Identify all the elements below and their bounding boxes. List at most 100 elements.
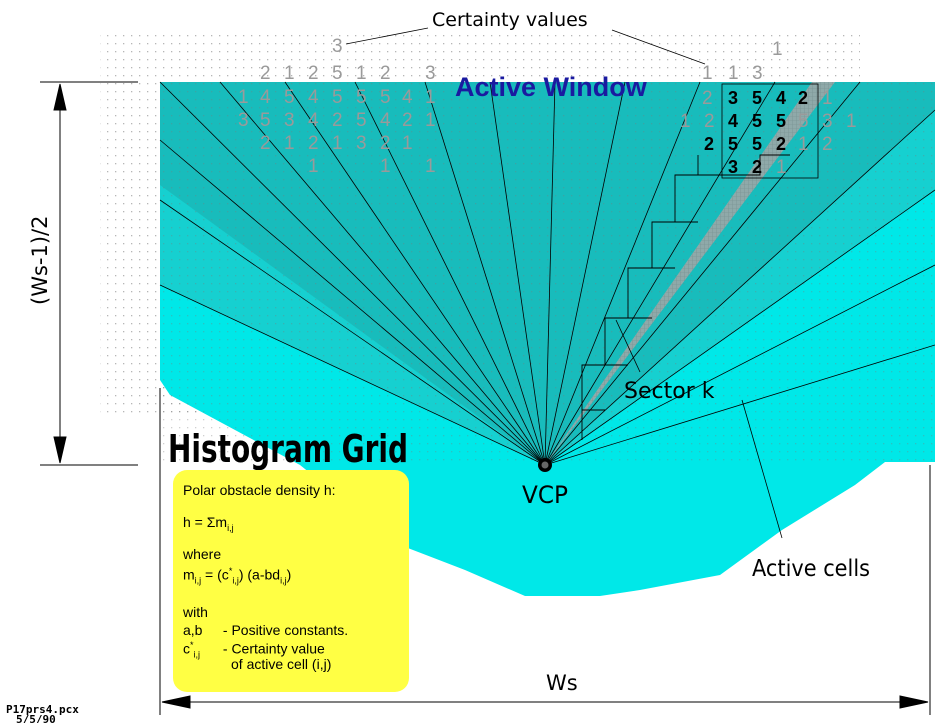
- sector-lines: [159, 81, 935, 466]
- grid-num: 5: [332, 87, 343, 108]
- grid-num-hot: 4: [728, 111, 738, 131]
- grid-num: 2: [308, 63, 319, 84]
- formula-h: h = Σmi,j: [183, 514, 234, 534]
- grid-num: 1: [380, 156, 391, 177]
- grid-num: 1: [776, 157, 787, 178]
- grid-num: 5: [332, 63, 343, 84]
- grid-num: 2: [332, 110, 343, 131]
- grid-num: 5: [356, 87, 367, 108]
- grid-num: 2: [380, 133, 391, 154]
- grid-num: 5: [356, 110, 367, 131]
- formula-c-symbol: c*i,j: [183, 640, 219, 661]
- formula-ab-sub: i,j: [280, 575, 287, 586]
- formula-sum-sub: i,j: [227, 522, 234, 533]
- grid-num-hot: 2: [752, 157, 762, 177]
- formula-where: where: [183, 546, 222, 562]
- width-dimension: [159, 388, 931, 715]
- file-date: 5/5/90: [16, 713, 56, 723]
- grid-num: 1: [680, 111, 691, 132]
- certainty-leader-left: [345, 27, 429, 45]
- grid-num-hot: 5: [752, 111, 762, 131]
- formula-c-name-sup: *: [190, 640, 194, 650]
- formula-ab-desc: - Positive constants.: [222, 622, 349, 638]
- grid-num: 4: [380, 110, 391, 131]
- certainty-grid-right: 2 3 5 4 2 1 1 2 4 5 5 5 3 1 2 5 5 2 1 2 …: [680, 83, 857, 179]
- formula-m-eq: =: [201, 566, 218, 583]
- formula-ab-name: a,b: [183, 622, 203, 638]
- grid-num-hot: 3: [728, 88, 738, 108]
- grid-num-hot: 2: [798, 88, 808, 108]
- formula-m-sub: i,j: [194, 575, 202, 586]
- formula-title: Polar obstacle density h:: [183, 482, 336, 498]
- formula-h-lhs: h =: [183, 514, 207, 530]
- grid-num: 2: [702, 88, 713, 109]
- grid-num: 5: [260, 110, 271, 131]
- grid-num: 5: [798, 111, 809, 132]
- formula-box: Polar obstacle density h: h = Σmi,j wher…: [173, 470, 409, 692]
- grid-num: 4: [402, 87, 413, 108]
- grid-num: 3: [284, 110, 295, 131]
- grid-num: 2: [402, 110, 413, 131]
- active-window-dots: [160, 82, 935, 462]
- grid-num-hot: 2: [704, 134, 714, 154]
- grid-num-hot: 5: [752, 88, 762, 108]
- formula-c-name-sub: i,j: [193, 649, 201, 660]
- width-label: Ws: [546, 671, 578, 695]
- grid-num: 1: [772, 39, 783, 60]
- grid-num: 5: [284, 87, 295, 108]
- active-window-label: Active Window: [455, 72, 648, 102]
- formula-c-close: ): [238, 566, 244, 583]
- grid-num: 3: [752, 63, 763, 84]
- active-cells-leader: [741, 399, 783, 539]
- sector-leader: [615, 319, 641, 373]
- grid-num: 1: [238, 87, 249, 108]
- formula-with: with: [183, 604, 208, 620]
- formula-c-open: (c: [217, 566, 229, 583]
- formula-c-sup: *: [228, 566, 233, 576]
- grid-num: 1: [702, 63, 713, 84]
- grid-num: 2: [260, 63, 271, 84]
- sector-cell-outlines: [581, 154, 790, 440]
- grid-num: 1: [425, 87, 436, 108]
- grid-num: 1: [425, 156, 436, 177]
- grid-num: 4: [260, 87, 271, 108]
- grid-num: 1: [822, 88, 833, 109]
- formula-c-name: c: [183, 640, 190, 657]
- vcp-label: VCP: [522, 481, 568, 509]
- grid-num-hot: 5: [776, 111, 786, 131]
- grid-num: 2: [704, 111, 715, 132]
- grid-num-hot: 5: [728, 134, 738, 154]
- formula-ab-def: a,b - Positive constants.: [183, 622, 403, 640]
- sector-k-label: Sector k: [624, 379, 715, 404]
- formula-ab-close: ): [286, 566, 292, 583]
- grid-num: 2: [260, 133, 271, 154]
- certainty-leader-right: [611, 29, 706, 65]
- height-dimension: [40, 81, 138, 466]
- grid-num: 2: [822, 134, 833, 155]
- grid-num: 1: [284, 63, 295, 84]
- formula-m: mi,j = (c*i,j) (a-bdi,j): [183, 566, 291, 587]
- grid-num: 1: [332, 133, 343, 154]
- formula-c-sub: i,j: [232, 575, 239, 586]
- grid-num: 5: [380, 87, 391, 108]
- grid-num: 1: [798, 134, 809, 155]
- grid-num: 2: [308, 133, 319, 154]
- grid-num: 1: [425, 110, 436, 131]
- grid-num-hot: 2: [776, 134, 786, 154]
- histogram-grid-title: Histogram Grid: [168, 427, 408, 471]
- grid-num: 3: [425, 63, 436, 84]
- grid-num: 1: [402, 133, 413, 154]
- vcp-point-inner: [541, 461, 549, 469]
- formula-c-def: c*i,j - Certainty value: [183, 640, 403, 661]
- grid-num: 1: [308, 156, 319, 177]
- grid-num: 1: [356, 63, 367, 84]
- formula-sum: Σm: [206, 514, 228, 530]
- height-label: (Ws-1)/2: [28, 216, 52, 305]
- formula-c-desc-1: - Certainty value: [222, 640, 325, 657]
- grid-num: 4: [308, 110, 319, 131]
- certainty-grid-left: 3 1 2 1 2 5 1 2 3 1 1 3 1 4 5 4 5 5 5 4 …: [238, 36, 783, 177]
- grid-num: 1: [728, 63, 739, 84]
- grid-num: 3: [332, 36, 343, 57]
- grid-num: 3: [238, 110, 249, 131]
